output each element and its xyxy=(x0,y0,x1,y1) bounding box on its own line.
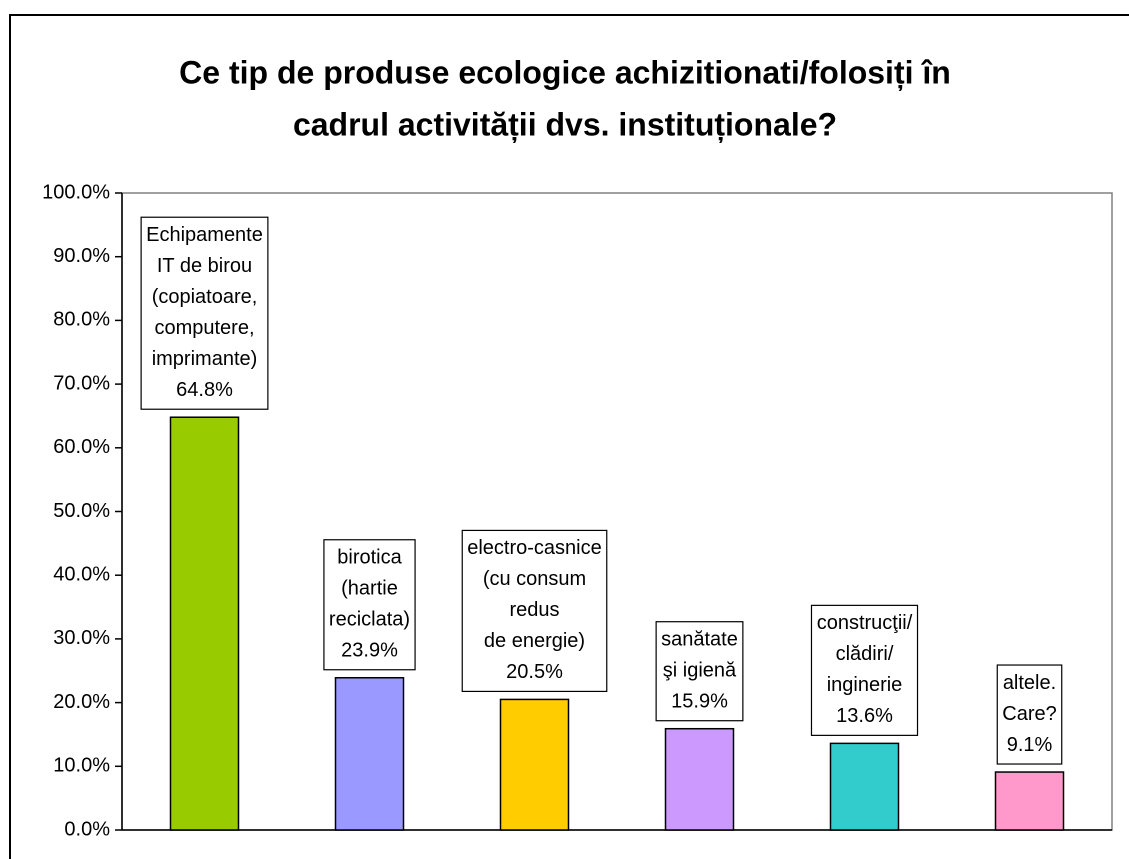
data-label-box xyxy=(140,216,269,410)
y-tick-label: 30.0% xyxy=(53,627,110,649)
data-label-box xyxy=(655,621,744,722)
plot-area xyxy=(121,192,1113,831)
chart-title: Ce tip de produse ecologice achizitionat… xyxy=(179,54,951,90)
data-label: 9.1% xyxy=(1007,734,1053,756)
y-tick-label: 70.0% xyxy=(53,372,110,394)
bar xyxy=(334,677,405,831)
category-label: IT de birou xyxy=(157,255,252,277)
y-tick-label: 40.0% xyxy=(53,563,110,585)
data-label: 13.6% xyxy=(836,705,893,727)
category-label: construcţii/ xyxy=(817,612,913,634)
data-label-box xyxy=(810,604,919,736)
category-label: electro-casnice xyxy=(467,537,602,559)
y-tick-label: 80.0% xyxy=(53,309,110,331)
category-label: Echipamente xyxy=(146,224,263,246)
category-label: sanătate xyxy=(661,628,738,650)
category-label: redus xyxy=(509,599,559,621)
data-label: 23.9% xyxy=(341,640,398,662)
category-label: (hartie xyxy=(341,578,398,600)
chart-title: cadrul activității dvs. instituționale? xyxy=(293,106,837,142)
data-label-box xyxy=(461,529,608,693)
y-tick-label: 10.0% xyxy=(53,755,110,777)
bar xyxy=(829,742,900,831)
bar xyxy=(499,698,570,831)
category-label: Care? xyxy=(1002,703,1056,725)
y-tick-label: 0.0% xyxy=(64,818,110,840)
y-tick-label: 100.0% xyxy=(42,181,110,203)
category-label: (cu consum xyxy=(483,568,586,590)
y-tick-label: 90.0% xyxy=(53,245,110,267)
category-label: imprimante) xyxy=(152,348,258,370)
bar xyxy=(664,727,735,831)
data-label: 64.8% xyxy=(176,379,233,401)
data-label: 15.9% xyxy=(671,690,728,712)
category-label: şi igienă xyxy=(663,659,737,681)
data-label-box xyxy=(996,664,1063,765)
category-label: computere, xyxy=(154,317,254,339)
category-label: de energie) xyxy=(484,630,585,652)
category-label: birotica xyxy=(337,547,402,569)
data-label: 20.5% xyxy=(506,661,563,683)
y-tick-label: 20.0% xyxy=(53,691,110,713)
y-tick-label: 50.0% xyxy=(53,500,110,522)
category-label: clădiri/ xyxy=(836,643,894,665)
category-label: reciclata) xyxy=(329,609,410,631)
category-label: altele. xyxy=(1003,672,1056,694)
bar xyxy=(994,771,1065,831)
y-tick-label: 60.0% xyxy=(53,436,110,458)
bar xyxy=(169,416,240,831)
category-label: inginerie xyxy=(827,674,903,696)
category-label: (copiatoare, xyxy=(152,286,258,308)
data-label-box xyxy=(323,539,416,671)
